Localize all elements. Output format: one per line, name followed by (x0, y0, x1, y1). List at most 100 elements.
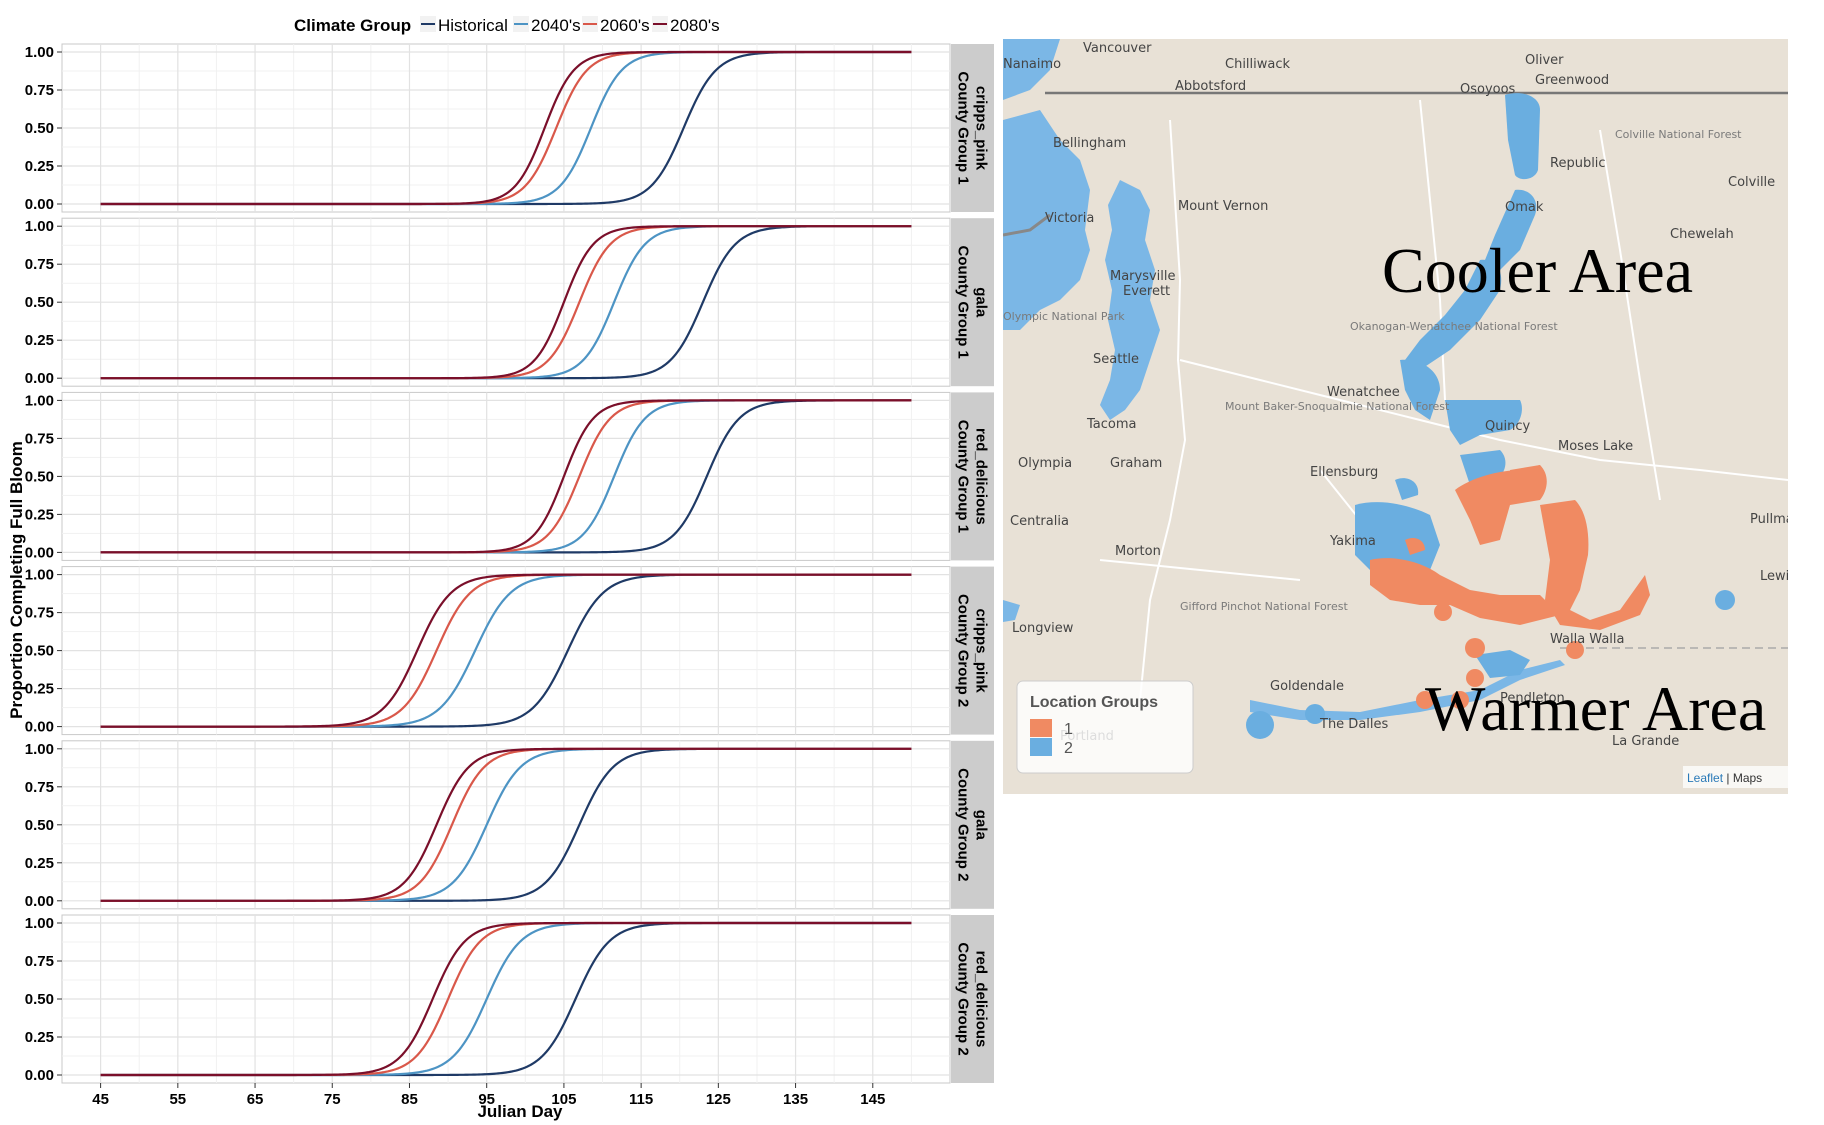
facet-panel-6: 0.00 0.25 0.50 0.75 1.00 red_deliciousCounty … (25, 914, 994, 1084)
x-tick-label: 55 (169, 1091, 186, 1108)
map-city-label: The Dalles (1319, 717, 1389, 732)
map-city-label: Goldendale (1270, 679, 1344, 694)
y-tick-label: 0.75 (25, 82, 54, 99)
map-city-label: Omak (1505, 200, 1544, 215)
y-tick-label: 0.50 (25, 294, 54, 311)
x-tick-label: 135 (783, 1091, 808, 1108)
map-legend-box (1016, 680, 1194, 774)
facet-strip (951, 740, 994, 909)
y-tick-label: 0.00 (25, 893, 54, 910)
x-tick-label: 65 (247, 1091, 264, 1108)
map-legend-label-1: 1 (1064, 721, 1073, 738)
map-border-coast (1003, 213, 1051, 237)
panel-grid (62, 740, 950, 909)
annotation-warmer-area: Warmer Area (1425, 673, 1766, 744)
map-water (1003, 39, 1565, 720)
facet-panel-5: 0.00 0.25 0.50 0.75 1.00 galaCounty Group 2 (25, 740, 994, 910)
map-land (1003, 39, 1788, 794)
map-city-label: Pendleton (1500, 691, 1565, 706)
y-tick-label: 1.00 (25, 44, 54, 61)
map-panel: Vancouver Chilliwack Abbotsford Nanaimo Bell… (1003, 39, 1817, 794)
legend-entry-3: 2060's (582, 16, 650, 35)
y-tick-label: 0.25 (25, 506, 54, 523)
attribution-box (1683, 766, 1788, 788)
x-tick-label: 75 (324, 1091, 341, 1108)
map-city-label: Graham (1110, 456, 1162, 471)
map-city-label: Vancouver (1083, 41, 1152, 56)
attribution-leaflet-link[interactable]: Leaflet (1687, 771, 1724, 785)
y-tick-label: 0.00 (25, 196, 54, 213)
map-city-label: Mount Vernon (1178, 199, 1268, 214)
y-tick-label: 0.00 (25, 370, 54, 387)
strip-label-group: County Group 2 (955, 768, 972, 881)
map-city-label: Walla Walla (1550, 632, 1625, 647)
strip-label-variety: red_delicious (973, 951, 990, 1048)
y-tick-label: 0.75 (25, 256, 54, 273)
y-axis-title: Proportion Completing Full Bloom (7, 441, 26, 719)
map-city-label: Republic (1550, 156, 1606, 171)
map-city-label: Bellingham (1053, 136, 1126, 151)
y-tick-label: 0.75 (25, 779, 54, 796)
map-city-label: Nanaimo (1003, 57, 1061, 72)
map-city-label: Olympia (1018, 456, 1072, 471)
legend-title: Climate Group (294, 16, 411, 35)
series-line-2080s (100, 747, 912, 902)
series-line-2080s (100, 225, 912, 380)
x-axis-title: Julian Day (477, 1102, 563, 1121)
y-tick-label: 1.00 (25, 392, 54, 409)
y-tick-label: 0.25 (25, 1029, 54, 1046)
map-legend: Location Groups 1 2 (1016, 680, 1194, 774)
strip-label-variety: cripps_pink (973, 86, 990, 171)
map-city-label: Marysville (1110, 269, 1176, 284)
map-city-label: Tacoma (1086, 417, 1137, 432)
map-city-label: Morton (1115, 544, 1161, 559)
y-tick-label: 0.00 (25, 1067, 54, 1084)
map-city-label: Chilliwack (1225, 57, 1291, 72)
map-city-label: Lewiston (1760, 569, 1817, 584)
strip-label-variety: gala (973, 287, 990, 318)
x-tick-label: 125 (706, 1091, 731, 1108)
y-tick-label: 0.25 (25, 332, 54, 349)
chart-legend: Climate Group Historical 2040's 2060's 2080… (294, 16, 720, 35)
facet-strip (951, 44, 994, 212)
map-legend-label-2: 2 (1064, 740, 1073, 757)
map-city-label: Ellensburg (1310, 465, 1378, 480)
strip-label-group: County Group 2 (955, 942, 972, 1055)
map-city-labels: Vancouver Chilliwack Abbotsford Nanaimo Bell… (1003, 41, 1817, 749)
x-tick-label: 95 (478, 1091, 495, 1108)
strip-label-group: County Group 2 (955, 594, 972, 707)
legend-label: 2040's (531, 16, 581, 35)
annotation-cooler-area: Cooler Area (1382, 235, 1693, 306)
y-tick-label: 0.50 (25, 643, 54, 660)
location-group-1-points (1370, 465, 1650, 709)
y-tick-label: 0.50 (25, 817, 54, 834)
facet-panel-4: 0.00 0.25 0.50 0.75 1.00 cripps_pinkCounty Gr… (25, 566, 994, 736)
panel-grid (62, 392, 950, 561)
map-city-label: Moses Lake (1558, 439, 1633, 454)
strip-label-group: County Group 1 (955, 71, 972, 184)
map-city-label: Centralia (1010, 514, 1069, 529)
y-tick-label: 0.25 (25, 158, 54, 175)
y-tick-label: 1.00 (25, 915, 54, 932)
map-attribution: Leaflet | Maps (1683, 766, 1788, 788)
legend-label: Historical (438, 16, 508, 35)
location-group-2-points (1246, 93, 1735, 739)
y-tick-label: 0.25 (25, 681, 54, 698)
y-tick-label: 0.25 (25, 855, 54, 872)
strip-label-group: County Group 1 (955, 246, 972, 359)
y-tick-label: 1.00 (25, 741, 54, 758)
series-line-2080s (100, 921, 912, 1077)
map-city-label: Wenatchee (1327, 385, 1400, 400)
map-area-label: Okanogan-Wenatchee National Forest (1350, 320, 1558, 333)
map-area-label: Gifford Pinchot National Forest (1180, 600, 1348, 613)
legend-label: 2060's (600, 16, 650, 35)
y-tick-label: 0.75 (25, 605, 54, 622)
series-line-2080s (100, 50, 912, 206)
facet-strip-label: galaCounty Group 1 (955, 246, 990, 359)
facet-strip-label: red_deliciousCounty Group 1 (955, 420, 990, 533)
legend-label: 2080's (670, 16, 720, 35)
map-area-label: Mount Baker-Snoqualmie National Forest (1225, 400, 1450, 413)
map-city-label: Chewelah (1670, 227, 1734, 242)
y-tick-label: 1.00 (25, 567, 54, 584)
